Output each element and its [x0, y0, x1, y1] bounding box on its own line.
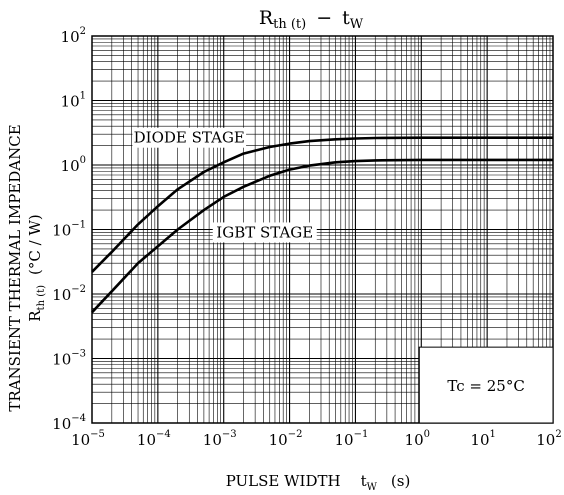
y-tick-labels: 102 101 100 10−1 10−2 10−3 10−4: [52, 26, 86, 433]
x-tick-label: 10−2: [269, 429, 303, 449]
y-tick-label: 10−1: [52, 220, 86, 240]
title-var: t: [342, 7, 350, 29]
series-line-diode: [91, 136, 553, 273]
series-line-igbt: [91, 158, 553, 314]
series-label: DIODE STAGE: [134, 129, 245, 147]
series-label-bg: [132, 127, 247, 148]
title-dash: −: [316, 7, 332, 29]
ylabel-unit: (°C / W): [26, 214, 44, 275]
x-tick-label: 100: [405, 429, 430, 449]
annotation-background: [418, 346, 554, 424]
chart-title: Rth (t) − tW: [259, 7, 364, 32]
xlabel-unit: (s): [391, 472, 410, 490]
ylabel-sub: th (t): [36, 285, 47, 311]
xlabel-var: t: [361, 472, 367, 490]
xlabel-text: PULSE WIDTH: [226, 472, 341, 490]
x-tick-label: 102: [536, 429, 561, 449]
y-tick-label: 10−3: [52, 349, 86, 369]
x-tick-label: 10−5: [71, 429, 105, 449]
x-tick-labels: 10−5 10−4 10−3 10−2 10−1 100 101 102: [71, 429, 562, 449]
x-tick-label: 10−3: [203, 429, 237, 449]
y-axis-label-line1: TRANSIENT THERMAL IMPEDANCE: [6, 124, 24, 411]
series-label: IGBT STAGE: [216, 223, 313, 241]
y-axis-label-2: Rth (t) (°C / W): [26, 214, 47, 321]
series-labels: DIODE STAGE IGBT STAGE: [132, 127, 317, 243]
y-axis-label-line2: Rth (t) (°C / W): [26, 214, 47, 321]
y-tick-label: 101: [61, 91, 86, 111]
y-axis-label: TRANSIENT THERMAL IMPEDANCE: [6, 124, 24, 411]
series-label-bg: [212, 222, 317, 243]
xlabel-sub: W: [367, 482, 378, 493]
ylabel-r: R: [26, 310, 44, 322]
y-tick-label: 102: [61, 26, 86, 46]
y-tick-label: 100: [61, 155, 86, 175]
x-axis-label: PULSE WIDTH tW (s): [226, 472, 411, 493]
title-main-sub: th (t): [273, 17, 306, 32]
title-main: R: [259, 7, 274, 29]
x-tick-label: 10−4: [137, 429, 171, 449]
data-series: [91, 136, 553, 314]
annotation-text: Tc = 25°C: [447, 377, 524, 395]
annotation-box: Tc = 25°C: [418, 346, 554, 424]
x-tick-label: 10−1: [335, 429, 369, 449]
y-tick-label: 10−4: [52, 413, 86, 433]
x-tick-label: 101: [470, 429, 495, 449]
title-var-sub: W: [350, 17, 364, 32]
y-tick-label: 10−2: [52, 284, 86, 304]
plot-frame: [91, 35, 554, 424]
